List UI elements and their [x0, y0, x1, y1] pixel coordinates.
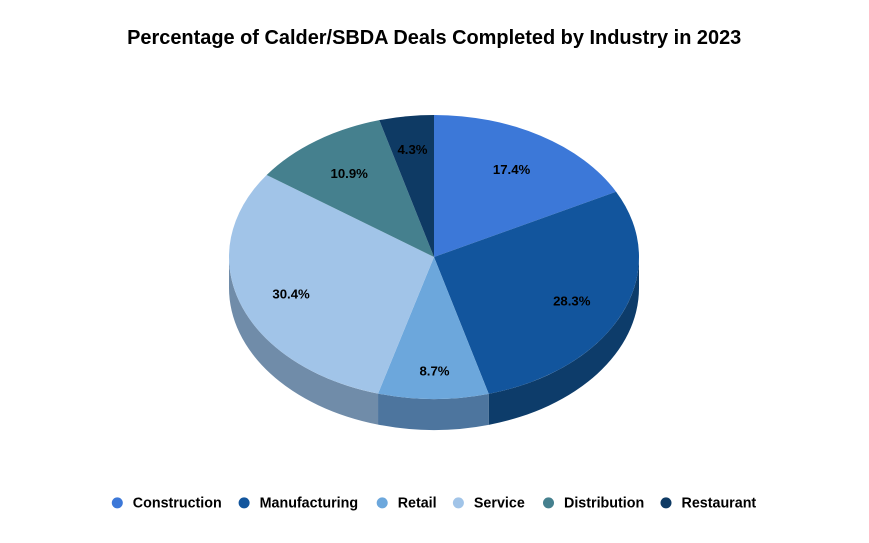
svg-text:28.3%: 28.3%: [553, 293, 591, 308]
svg-text:17.4%: 17.4%: [493, 162, 531, 177]
svg-text:8.7%: 8.7%: [419, 364, 449, 379]
svg-text:Manufacturing: Manufacturing: [260, 496, 359, 512]
svg-text:Construction: Construction: [133, 496, 222, 512]
svg-text:Distribution: Distribution: [564, 496, 644, 512]
svg-text:Retail: Retail: [398, 496, 437, 512]
svg-text:10.9%: 10.9%: [330, 166, 368, 181]
svg-text:30.4%: 30.4%: [272, 286, 310, 301]
svg-text:4.3%: 4.3%: [397, 142, 427, 157]
svg-text:Restaurant: Restaurant: [682, 496, 757, 512]
svg-text:Percentage of Calder/SBDA Deal: Percentage of Calder/SBDA Deals Complete…: [127, 27, 741, 49]
svg-text:Service: Service: [474, 496, 525, 512]
